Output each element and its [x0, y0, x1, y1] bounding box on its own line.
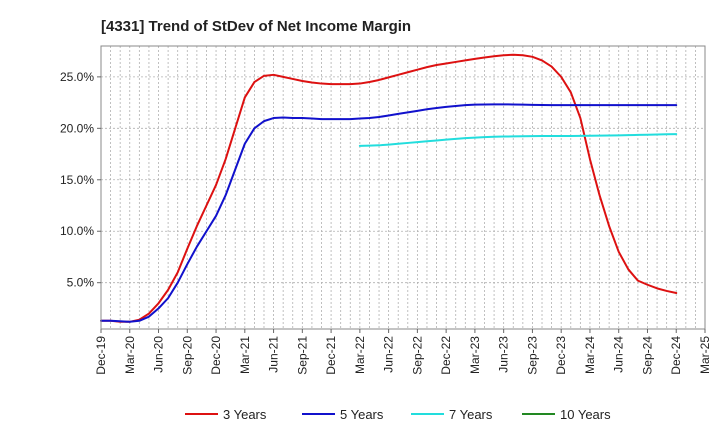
- y-tick-label: 25.0%: [60, 70, 94, 84]
- y-tick-label: 20.0%: [60, 121, 94, 135]
- x-tick-label: Sep-23: [525, 336, 539, 375]
- legend-item: 5 Years: [302, 407, 384, 422]
- series-line-5-years: [100, 103, 678, 323]
- y-tick-label: 15.0%: [60, 173, 94, 187]
- legend-item: 10 Years: [522, 407, 611, 422]
- x-tick-label: Mar-25: [698, 336, 712, 374]
- plot-frame: [100, 45, 706, 330]
- legend-item: 7 Years: [411, 407, 493, 422]
- grid: [100, 46, 706, 329]
- x-tick-label: Sep-22: [410, 336, 424, 375]
- y-tick-label: 5.0%: [67, 276, 95, 290]
- x-tick-label: Sep-21: [295, 336, 309, 375]
- x-tick-label: Dec-24: [669, 336, 683, 375]
- x-tick-label: Mar-23: [468, 336, 482, 374]
- series-lines: [100, 53, 678, 323]
- x-tick-label: Dec-21: [324, 336, 338, 375]
- legend-label: 10 Years: [560, 407, 611, 422]
- x-tick-label: Jun-22: [382, 336, 396, 373]
- x-tick-label: Dec-23: [554, 336, 568, 375]
- y-axis: 5.0% 10.0% 15.0% 20.0% 25.0%: [60, 70, 101, 290]
- x-tick-label: Sep-24: [640, 336, 654, 375]
- x-axis: Dec-19 Mar-20 Jun-20 Sep-20 Dec-20 Mar-21 Jun-…: [94, 329, 712, 375]
- x-tick-label: Jun-21: [267, 336, 281, 373]
- x-tick-label: Mar-21: [238, 336, 252, 374]
- x-tick-label: Jun-23: [497, 336, 511, 373]
- y-tick-label: 10.0%: [60, 224, 94, 238]
- series-line-7-years: [358, 133, 678, 147]
- legend-item: 3 Years: [185, 407, 267, 422]
- x-tick-label: Dec-20: [209, 336, 223, 375]
- legend: 3 Years 5 Years 7 Years 10 Years: [185, 407, 611, 422]
- x-tick-label: Jun-24: [612, 336, 626, 373]
- x-tick-label: Mar-20: [123, 336, 137, 374]
- x-tick-label: Mar-24: [583, 336, 597, 374]
- chart-title: [4331] Trend of StDev of Net Income Marg…: [101, 18, 411, 35]
- x-tick-label: Mar-22: [353, 336, 367, 374]
- x-tick-label: Dec-22: [439, 336, 453, 375]
- legend-label: 3 Years: [223, 407, 267, 422]
- x-tick-label: Jun-20: [152, 336, 166, 373]
- legend-label: 5 Years: [340, 407, 384, 422]
- x-tick-label: Sep-20: [180, 336, 194, 375]
- legend-label: 7 Years: [449, 407, 493, 422]
- x-tick-label: Dec-19: [94, 336, 108, 375]
- series-line-3-years: [100, 53, 678, 323]
